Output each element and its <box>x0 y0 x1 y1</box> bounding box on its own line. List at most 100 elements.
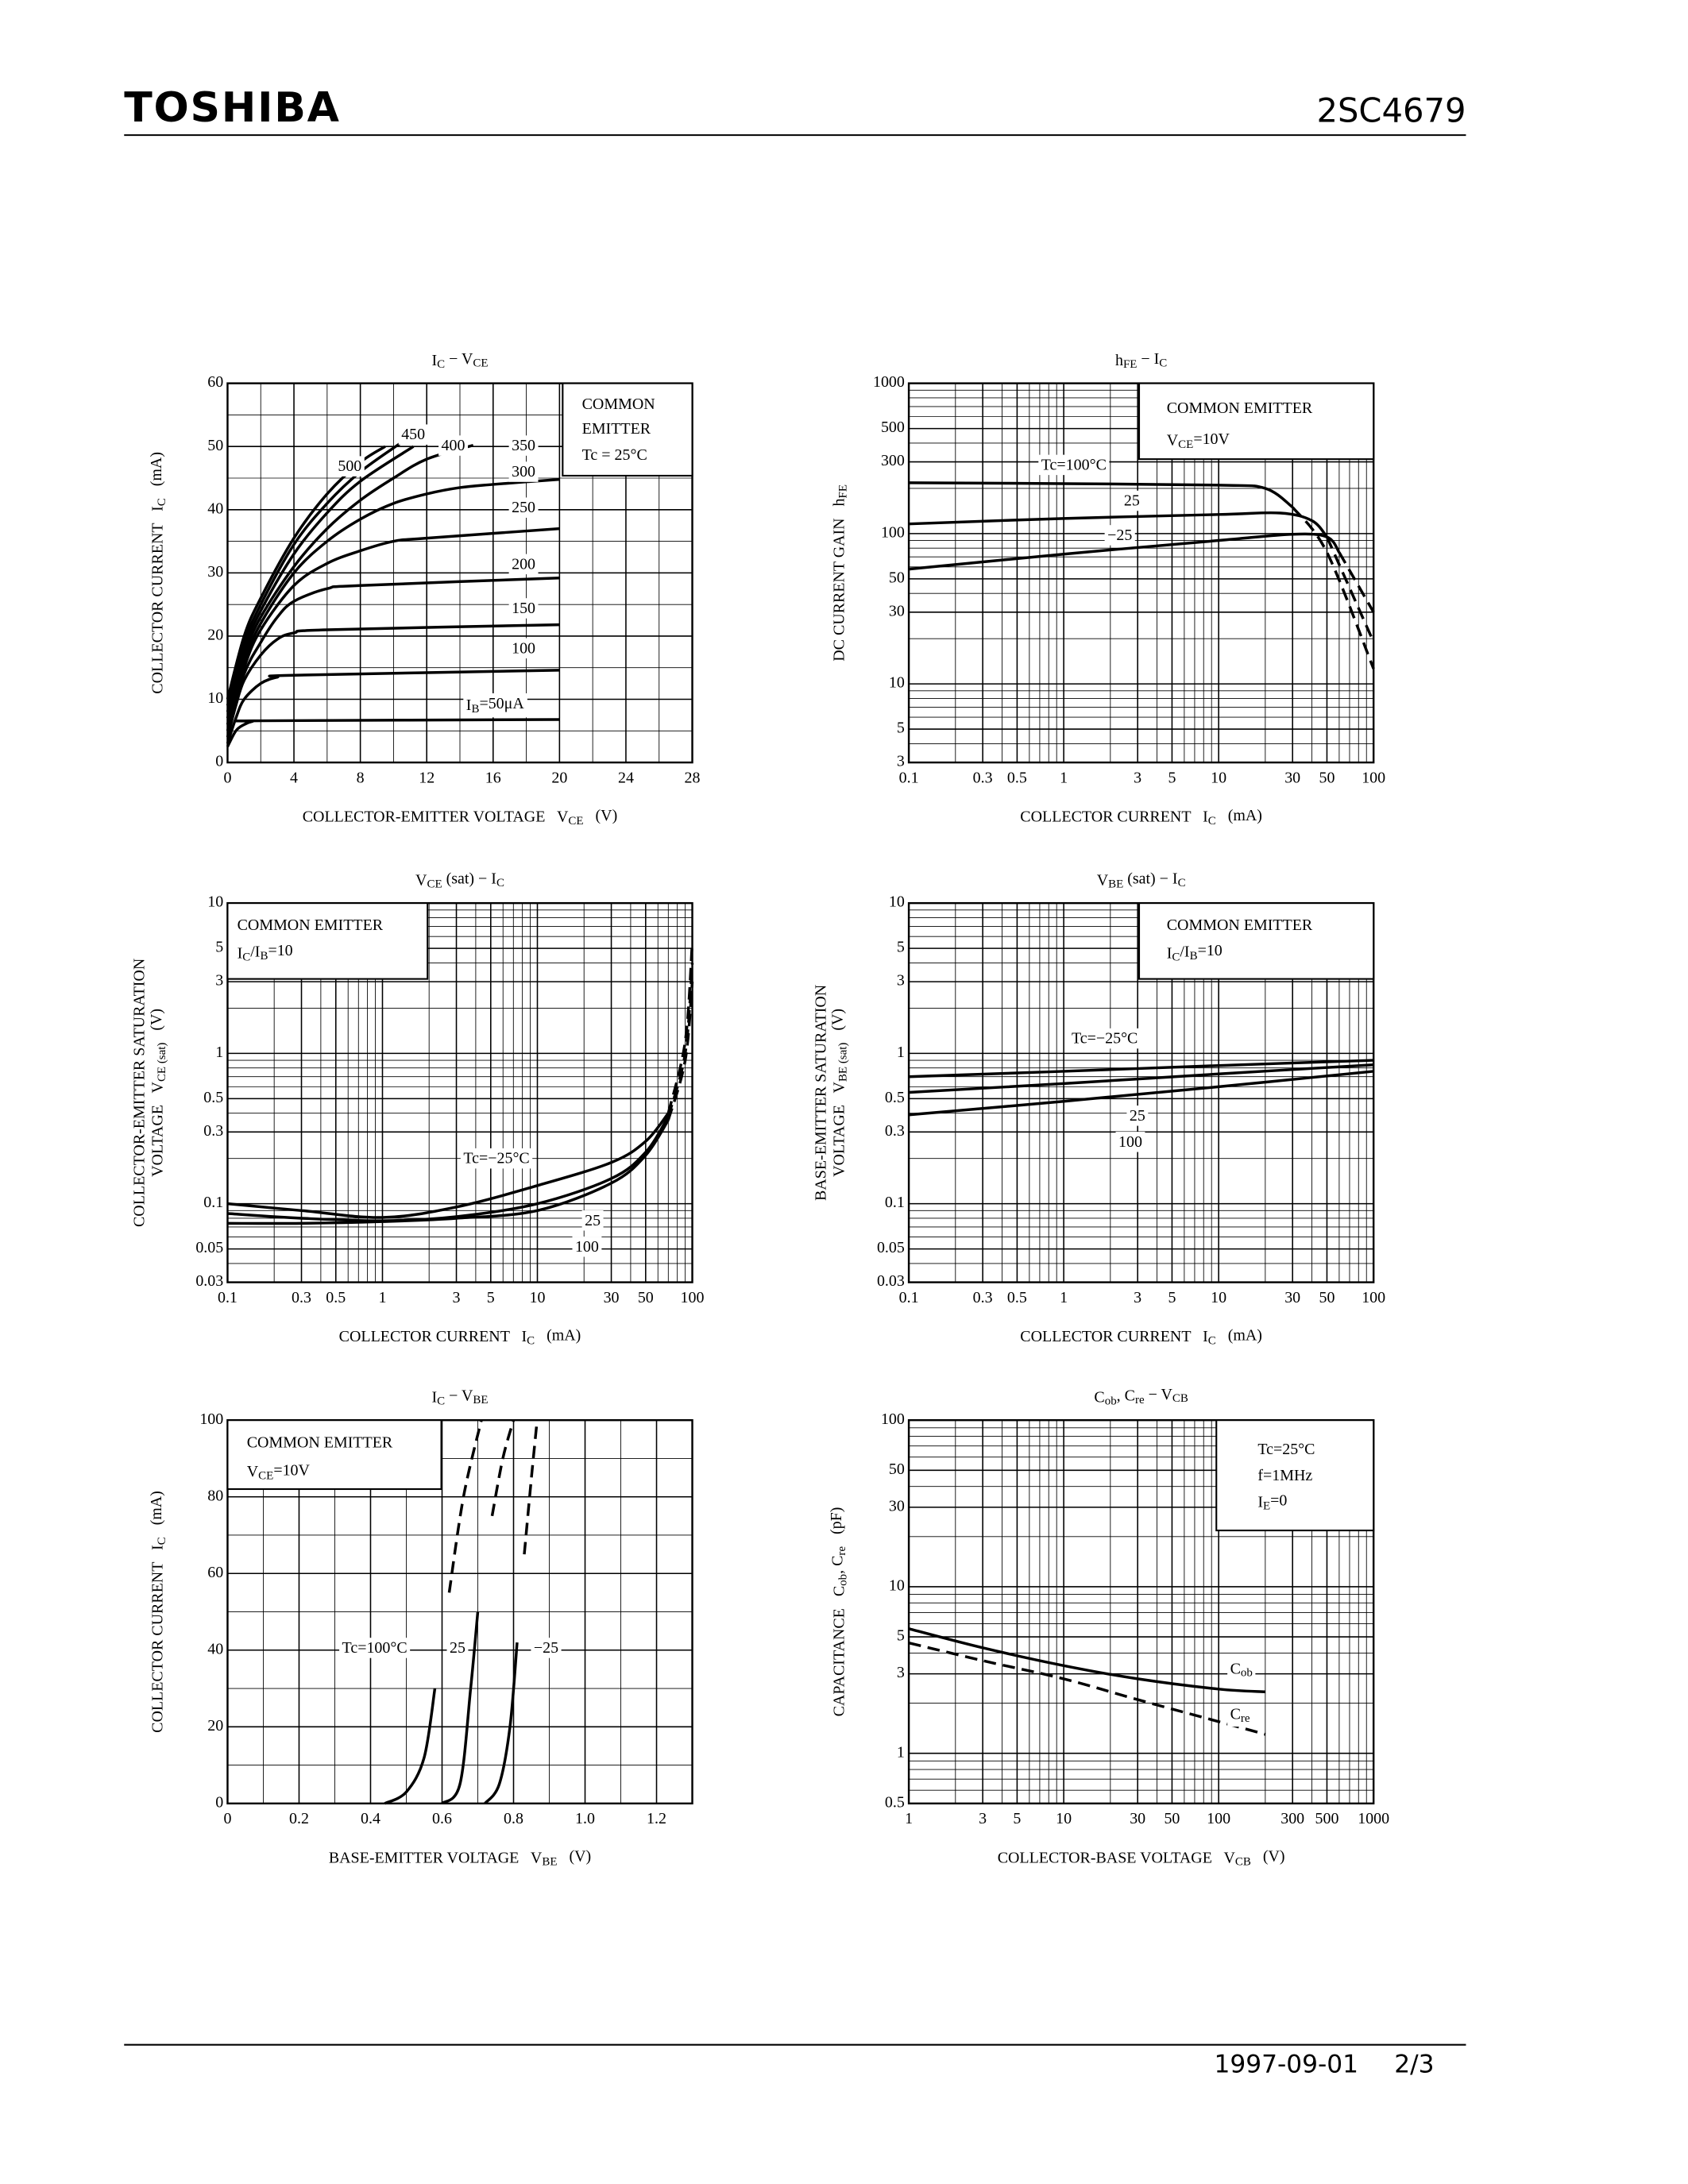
x-tick-label: 28 <box>685 769 701 786</box>
text-part: =0 <box>1270 1491 1287 1509</box>
y-tick-label: 0.03 <box>195 1272 223 1290</box>
curve-label: −25 <box>534 1639 558 1657</box>
subscript: C <box>156 498 168 506</box>
x-axis-label: COLLECTOR-EMITTER VOLTAGE VCE (V) <box>303 806 617 828</box>
label-background <box>463 693 527 718</box>
y-tick-label: 1 <box>215 1044 223 1061</box>
label-background <box>1227 1658 1256 1681</box>
note-text: COMMON <box>582 396 655 413</box>
y-tick-label: 0.5 <box>885 1089 905 1106</box>
text-part: I <box>1167 944 1172 962</box>
text-part: C <box>1230 1660 1241 1677</box>
text-part: (mA) <box>147 452 164 498</box>
text-part: /I <box>250 943 260 960</box>
text-part: V <box>1167 431 1179 449</box>
x-axis-label: BASE-EMITTER VOLTAGE VBE (V) <box>329 1847 591 1869</box>
curve-label: 200 <box>512 555 535 573</box>
curve-dashed <box>1338 551 1375 613</box>
chart-title: IC − VCE <box>431 350 488 372</box>
curve <box>384 1688 437 1805</box>
text-part: VOLTAGE V <box>830 1081 848 1176</box>
text-part: (mA) <box>147 1491 164 1537</box>
curve <box>908 532 1341 571</box>
label-background <box>1121 490 1143 511</box>
text-part: (sat) − I <box>1123 870 1177 887</box>
y-tick-label: 0.5 <box>885 1793 905 1811</box>
text-part: I <box>431 1388 437 1406</box>
note-box <box>226 902 429 980</box>
text-part: COLLECTOR CURRENT I <box>149 1545 166 1733</box>
x-tick-label: 0.2 <box>289 1810 309 1827</box>
footer-page: 2/3 <box>1394 2051 1434 2079</box>
y-tick-label: 30 <box>207 563 223 581</box>
y-tick-label: 1 <box>897 1743 905 1761</box>
x-tick-label: 0.1 <box>899 1289 919 1306</box>
y-tick-label: 0 <box>215 1793 223 1811</box>
curve-dashed <box>908 1641 1266 1736</box>
text-part: (mA) <box>1216 1326 1262 1344</box>
text-part: BASE-EMITTER VOLTAGE V <box>329 1849 543 1866</box>
curve-label: Tc=−25°C <box>1072 1030 1138 1048</box>
label-background <box>334 456 365 477</box>
curve <box>908 1070 1374 1117</box>
x-tick-label: 0 <box>223 1810 231 1827</box>
note-text: COMMON EMITTER <box>1167 916 1313 934</box>
x-tick-label: 30 <box>604 1289 620 1306</box>
plot-frame <box>226 382 693 764</box>
note-text: IC/IB=10 <box>1167 941 1223 964</box>
y-tick-label: 10 <box>889 674 905 692</box>
y-tick-label: 10 <box>889 893 905 911</box>
text-part: V <box>415 871 427 889</box>
y-tick-label: 10 <box>207 893 223 911</box>
curve <box>227 1119 670 1225</box>
text-part: COLLECTOR CURRENT I <box>1020 808 1208 825</box>
curve-label: Tc=−25°C <box>463 1150 529 1167</box>
subscript: BE (sat) <box>837 1043 850 1082</box>
note-box <box>1138 902 1375 980</box>
subscript: ob <box>837 1574 850 1586</box>
text-part: =10 <box>1198 941 1223 959</box>
y-tick-label: 40 <box>207 1640 223 1657</box>
x-tick-label: 3 <box>1134 1289 1141 1306</box>
text-part: COLLECTOR CURRENT I <box>149 506 166 694</box>
text-part: (pF) <box>827 1507 844 1546</box>
text-part: /I <box>1180 943 1189 960</box>
x-tick-label: 50 <box>1319 769 1335 786</box>
text-part: (mA) <box>1216 806 1262 824</box>
curve-label: 100 <box>1118 1133 1142 1151</box>
y-tick-label: 40 <box>207 500 223 517</box>
x-tick-label: 50 <box>1319 1289 1335 1306</box>
note-text: VCE=10V <box>1167 430 1230 451</box>
y-axis-label: VOLTAGE VBE (sat) (V) <box>829 1009 850 1177</box>
y-tick-label: 300 <box>881 452 905 469</box>
curve-label: Cre <box>1230 1705 1250 1725</box>
text-part: COLLECTOR CURRENT I <box>1020 1328 1208 1345</box>
note-text: Tc=25°C <box>1257 1441 1315 1458</box>
curve-label: 25 <box>585 1212 601 1229</box>
y-tick-label: 80 <box>207 1487 223 1504</box>
y-tick-label: 100 <box>199 1410 223 1428</box>
curve-dashed <box>1291 506 1375 669</box>
y-tick-label: 3 <box>897 1664 905 1681</box>
y-tick-label: 5 <box>897 939 905 956</box>
note-text: IC/IB=10 <box>238 941 293 964</box>
x-tick-label: 0.5 <box>1007 1289 1027 1306</box>
x-tick-label: 0.5 <box>326 1289 346 1306</box>
x-tick-label: 300 <box>1280 1810 1304 1827</box>
y-tick-label: 0.3 <box>885 1122 905 1140</box>
y-tick-label: 0.03 <box>877 1272 905 1290</box>
text-part: (V) <box>584 806 618 824</box>
label-background <box>508 554 539 575</box>
y-tick-label: 100 <box>881 523 905 541</box>
text-part: I <box>466 696 472 713</box>
subscript: C <box>1208 1335 1216 1348</box>
note-text: COMMON EMITTER <box>238 916 384 934</box>
brand: TOSHIBA <box>124 84 340 132</box>
curve-label: 400 <box>442 437 465 454</box>
y-tick-label: 1000 <box>873 373 905 391</box>
y-tick-label: 20 <box>207 627 223 644</box>
curve-label: 150 <box>512 600 535 617</box>
label-background <box>508 638 539 659</box>
text-part: I <box>431 351 437 369</box>
x-tick-label: 100 <box>1207 1810 1230 1827</box>
